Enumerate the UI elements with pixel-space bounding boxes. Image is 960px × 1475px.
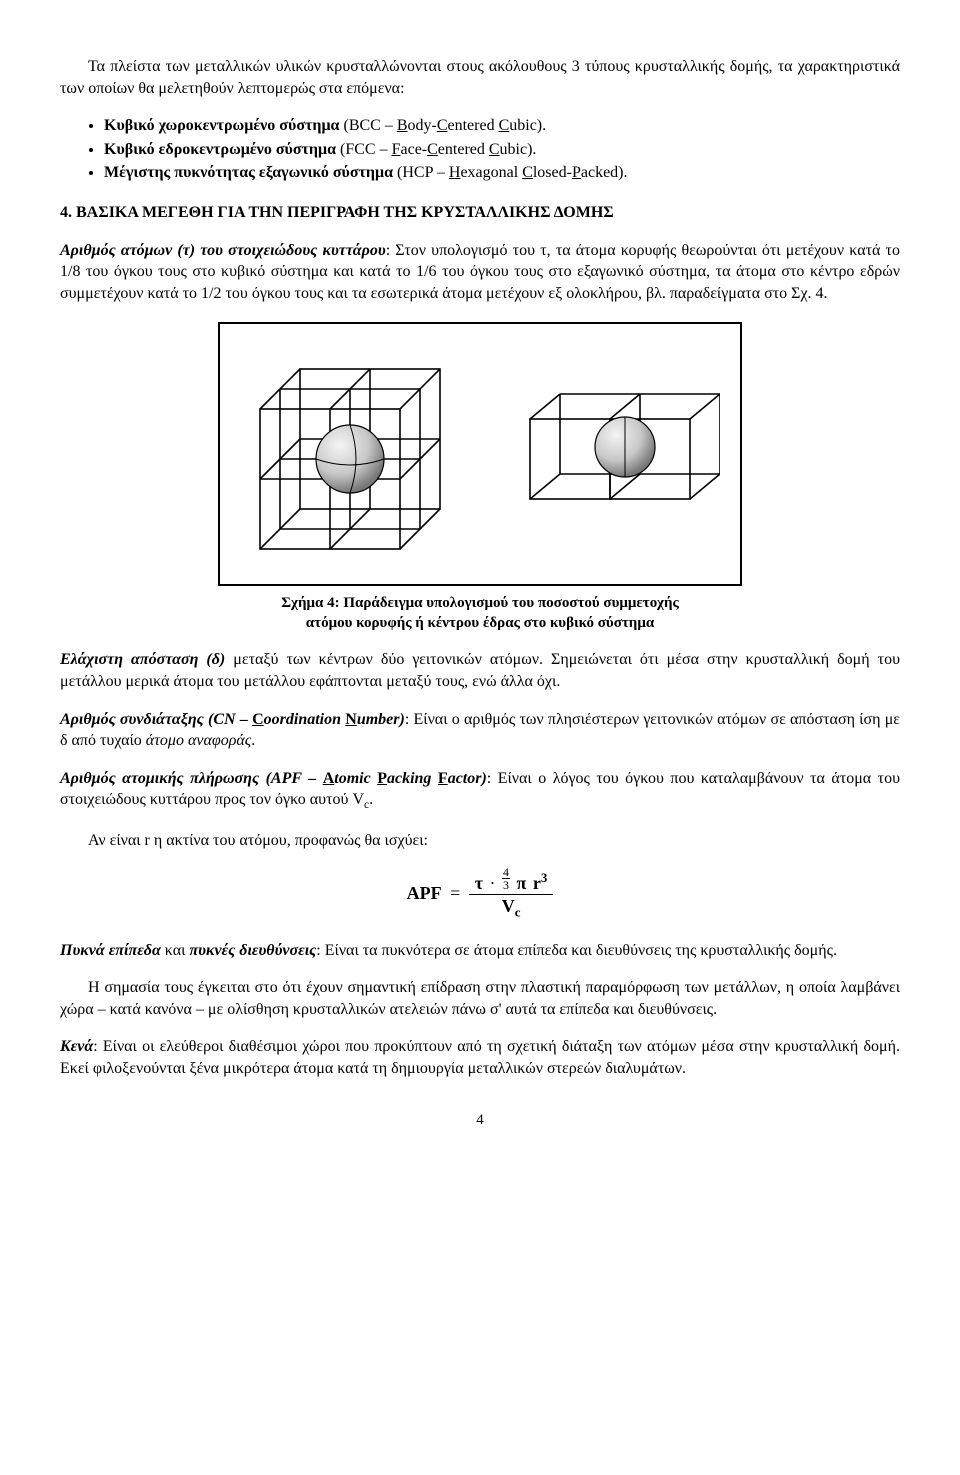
list-item: Μέγιστης πυκνότητας εξαγωνικό σύστημα (H… xyxy=(104,162,900,184)
four: 4 xyxy=(502,866,510,879)
tau: τ xyxy=(475,873,483,893)
dense-planes-paragraph-2: Η σημασία τους έγκειται στο ότι έχουν ση… xyxy=(60,977,900,1020)
list-item: Κυβικό εδροκεντρωμένο σύστημα (FCC – Fac… xyxy=(104,139,900,161)
item-name: Μέγιστης πυκνότητας εξαγωνικό σύστημα xyxy=(104,164,393,181)
caption-line-2: ατόμου κορυφής ή κέντρου έδρας στο κυβικ… xyxy=(306,615,654,631)
figure-4-caption: Σχήμα 4: Παράδειγμα υπολογισμού του ποσο… xyxy=(200,594,760,633)
pi: π xyxy=(517,873,527,893)
definition-body: : Είναι τα πυκνότερα σε άτομα επίπεδα κα… xyxy=(316,942,837,959)
dense-planes-paragraph: Πυκνά επίπεδα και πυκνές διευθύνσεις: Εί… xyxy=(60,940,900,962)
V: V xyxy=(502,896,515,916)
definition-term: Αριθμός ατομικής πλήρωσης (APF – Atomic … xyxy=(60,770,487,787)
formula-lhs: APF xyxy=(407,883,442,903)
formula-fraction: τ · 4 3 π r3 Vc xyxy=(469,868,554,922)
voids-paragraph: Κενά: Είναι οι ελεύθεροι διαθέσιμοι χώρο… xyxy=(60,1036,900,1079)
coordination-number-paragraph: Αριθμός συνδιάταξης (CN – Coordination N… xyxy=(60,709,900,752)
apf-paragraph: Αριθμός ατομικής πλήρωσης (APF – Atomic … xyxy=(60,768,900,814)
formula-eq: = xyxy=(450,883,460,903)
intro-paragraph: Τα πλείστα των μεταλλικών υλικών κρυσταλ… xyxy=(60,56,900,99)
definition-term: Αριθμός ατόμων (τ) του στοιχειώδους κυττ… xyxy=(60,242,386,259)
face-atom-cube-svg xyxy=(510,379,720,529)
definition-term: Κενά xyxy=(60,1038,93,1055)
item-abbr: (FCC – Face-Centered Cubic). xyxy=(340,141,536,158)
r: r xyxy=(533,873,541,893)
definition-tail: . xyxy=(251,732,255,749)
definition-tail: . xyxy=(369,791,373,808)
four-thirds: 4 3 xyxy=(502,866,510,891)
caption-line-1: Σχήμα 4: Παράδειγμα υπολογισμού του ποσο… xyxy=(281,595,679,611)
apf-formula: APF = τ · 4 3 π r3 Vc xyxy=(60,868,900,922)
atom-count-paragraph: Αριθμός ατόμων (τ) του στοιχειώδους κυττ… xyxy=(60,240,900,305)
item-abbr: (HCP – Hexagonal Closed-Packed). xyxy=(397,164,628,181)
item-abbr: (BCC – Body-Centered Cubic). xyxy=(343,117,546,134)
apf-line-2: Αν είναι r η ακτίνα του ατόμου, προφανώς… xyxy=(60,830,900,852)
item-name: Κυβικό εδροκεντρωμένο σύστημα xyxy=(104,141,336,158)
min-distance-paragraph: Ελάχιστη απόσταση (δ) μεταξύ των κέντρων… xyxy=(60,649,900,692)
corner-atom-cube-svg xyxy=(240,349,470,559)
item-name: Κυβικό χωροκεντρωμένο σύστημα xyxy=(104,117,339,134)
text-and: και xyxy=(161,942,190,959)
section-number: 4. xyxy=(60,204,72,221)
definition-term: Αριθμός συνδιάταξης (CN – Coordination N… xyxy=(60,711,405,728)
section-title: ΒΑΣΙΚΑ ΜΕΓΕΘΗ ΓΙΑ ΤΗΝ ΠΕΡΙΓΡΑΦΗ ΤΗΣ ΚΡΥΣ… xyxy=(76,204,614,221)
definition-term: Πυκνά επίπεδα xyxy=(60,942,161,959)
dot: · xyxy=(490,873,496,893)
definition-body: : Είναι οι ελεύθεροι διαθέσιμοι χώροι πο… xyxy=(60,1038,900,1077)
definition-term-2: πυκνές διευθύνσεις xyxy=(189,942,316,959)
italic-term: άτομο αναφοράς xyxy=(146,732,251,749)
list-item: Κυβικό χωροκεντρωμένο σύστημα (BCC – Bod… xyxy=(104,115,900,137)
formula-denominator: Vc xyxy=(469,895,554,921)
exp-3: 3 xyxy=(541,870,547,885)
sub-c: c xyxy=(515,905,521,920)
formula-numerator: τ · 4 3 π r3 xyxy=(469,868,554,896)
section-4-heading: 4. ΒΑΣΙΚΑ ΜΕΓΕΘΗ ΓΙΑ ΤΗΝ ΠΕΡΙΓΡΑΦΗ ΤΗΣ Κ… xyxy=(60,202,900,224)
three: 3 xyxy=(502,879,510,891)
page-number: 4 xyxy=(60,1110,900,1130)
definition-term: Ελάχιστη απόσταση (δ) xyxy=(60,651,225,668)
crystal-systems-list: Κυβικό χωροκεντρωμένο σύστημα (BCC – Bod… xyxy=(60,115,900,184)
figure-4-diagram xyxy=(218,322,742,586)
